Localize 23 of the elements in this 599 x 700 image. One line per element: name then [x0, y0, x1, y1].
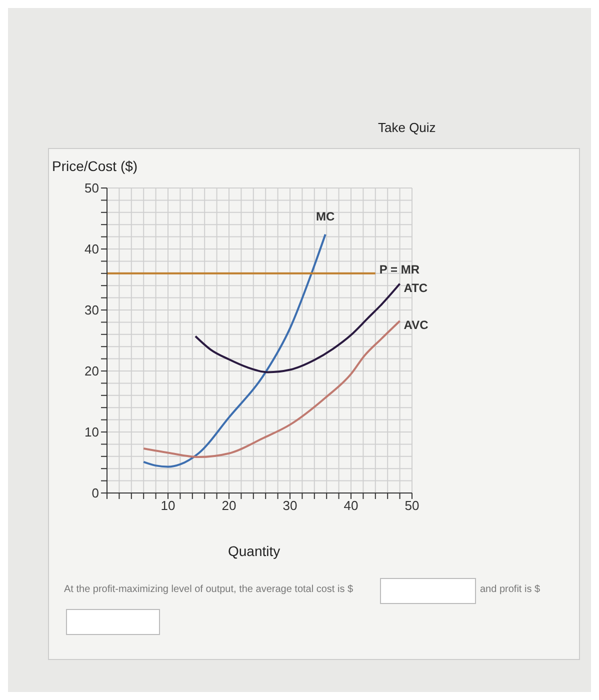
series-label: MC: [316, 209, 336, 224]
x-tick-label: 50: [404, 498, 420, 514]
y-tick-label: 10: [84, 424, 99, 440]
series-label: P = MR: [379, 262, 420, 276]
y-tick-label: 30: [84, 302, 99, 318]
x-tick-label: 30: [282, 498, 298, 514]
series-label: ATC: [404, 280, 428, 295]
line-series: [194, 282, 401, 374]
y-tick-label: 40: [84, 242, 99, 257]
y-axis-title: Price/Cost ($): [52, 158, 138, 174]
text: and profit is $: [480, 584, 540, 595]
text: Take Quiz: [378, 120, 436, 135]
x-axis-title: Quantity: [228, 543, 280, 559]
x-tick-label: 40: [344, 498, 358, 514]
y-tick-label: 0: [92, 486, 99, 501]
y-tick-label: 50: [84, 180, 99, 196]
text: At the profit-maximizing level of output, the average total cost is $: [64, 584, 354, 595]
line-series: [142, 320, 401, 458]
x-tick-label: 10: [160, 498, 176, 514]
y-tick-label: 20: [84, 364, 99, 379]
line-series: [142, 233, 326, 468]
series-label: AVC: [404, 318, 429, 332]
x-tick-label: 20: [222, 498, 236, 514]
